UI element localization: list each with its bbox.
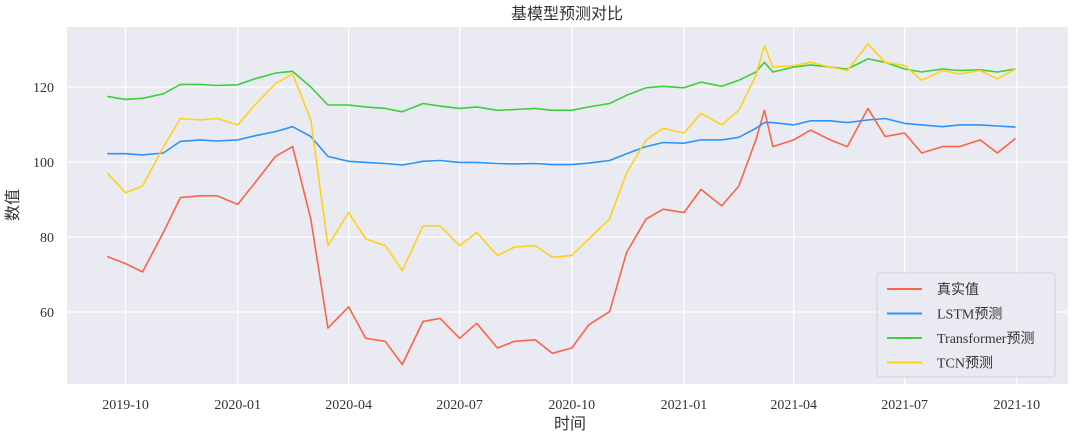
legend-label: TCN预测 bbox=[937, 356, 993, 372]
x-tick-label: 2021-10 bbox=[993, 398, 1040, 413]
y-tick-label: 60 bbox=[40, 306, 54, 321]
legend: 真实值 LSTM预测 Transformer预测 TCN预测 bbox=[876, 272, 1056, 378]
chart-title: 基模型预测对比 bbox=[511, 5, 623, 23]
y-axis: 60 80 100 120 bbox=[33, 81, 54, 321]
y-tick-label: 100 bbox=[33, 156, 54, 171]
x-tick-label: 2020-07 bbox=[436, 398, 483, 413]
x-tick-label: 2021-04 bbox=[770, 398, 817, 413]
x-tick-label: 2020-01 bbox=[214, 398, 261, 413]
legend-label: Transformer预测 bbox=[937, 331, 1034, 347]
x-tick-label: 2021-07 bbox=[881, 398, 928, 413]
legend-label: LSTM预测 bbox=[937, 307, 1002, 323]
series-line-1 bbox=[107, 117, 1016, 166]
legend-label: 真实值 bbox=[937, 282, 979, 298]
x-tick-label: 2020-04 bbox=[325, 398, 372, 413]
series-line-2 bbox=[107, 58, 1016, 113]
x-tick-label: 2020-10 bbox=[548, 398, 595, 413]
x-axis-label: 时间 bbox=[554, 415, 586, 433]
y-tick-label: 120 bbox=[33, 81, 54, 96]
y-axis-label: 数值 bbox=[4, 189, 22, 221]
x-axis: 2019-10 2020-01 2020-04 2020-07 2020-10 2021-… bbox=[102, 398, 1040, 413]
series-lines bbox=[106, 43, 1017, 366]
x-tick-label: 2019-10 bbox=[102, 398, 149, 413]
series-line-3 bbox=[106, 43, 1016, 272]
x-tick-label: 2021-01 bbox=[661, 398, 708, 413]
y-tick-label: 80 bbox=[40, 231, 54, 246]
